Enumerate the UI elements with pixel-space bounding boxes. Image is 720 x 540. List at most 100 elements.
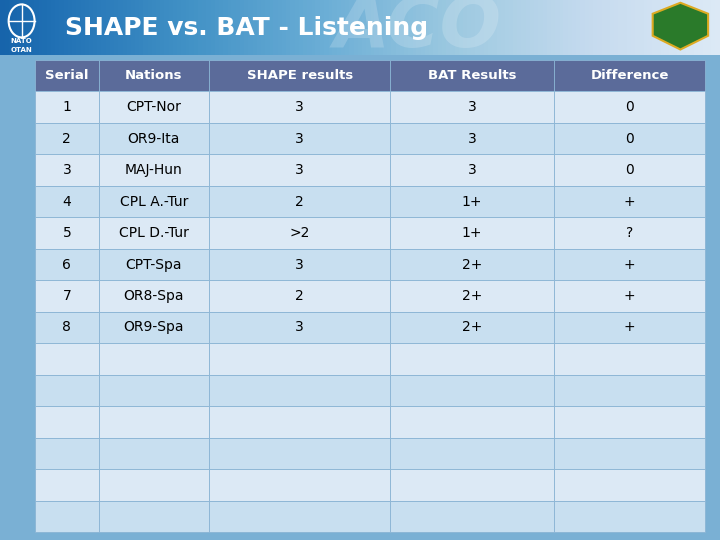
Bar bbox=[210, 217, 390, 249]
Text: Nations: Nations bbox=[125, 69, 183, 82]
Bar bbox=[99, 217, 210, 249]
Bar bbox=[35, 217, 99, 249]
Bar bbox=[35, 91, 99, 123]
Text: 3: 3 bbox=[295, 132, 304, 146]
Text: 4: 4 bbox=[63, 194, 71, 208]
Text: BAT Results: BAT Results bbox=[428, 69, 516, 82]
Text: 2+: 2+ bbox=[462, 320, 482, 334]
Text: 7: 7 bbox=[63, 289, 71, 303]
Text: 3: 3 bbox=[468, 163, 477, 177]
Text: 3: 3 bbox=[295, 258, 304, 272]
Polygon shape bbox=[652, 3, 708, 50]
Bar bbox=[99, 91, 210, 123]
Text: 3: 3 bbox=[468, 132, 477, 146]
Bar bbox=[554, 437, 705, 469]
Bar bbox=[35, 437, 99, 469]
Bar bbox=[35, 154, 99, 186]
Text: 0: 0 bbox=[625, 132, 634, 146]
Bar bbox=[210, 91, 390, 123]
Bar bbox=[35, 469, 99, 501]
Text: CPT-Spa: CPT-Spa bbox=[126, 258, 182, 272]
Bar bbox=[210, 280, 390, 312]
Bar bbox=[554, 312, 705, 343]
Bar bbox=[390, 186, 554, 217]
Bar bbox=[99, 437, 210, 469]
Bar bbox=[99, 60, 210, 91]
Bar bbox=[210, 375, 390, 406]
Bar bbox=[35, 501, 99, 532]
Text: MAJ-Hun: MAJ-Hun bbox=[125, 163, 183, 177]
Bar bbox=[390, 217, 554, 249]
Bar bbox=[99, 280, 210, 312]
Bar bbox=[390, 312, 554, 343]
Bar bbox=[390, 343, 554, 375]
Text: CPT-Nor: CPT-Nor bbox=[127, 100, 181, 114]
Bar bbox=[99, 375, 210, 406]
Bar bbox=[554, 60, 705, 91]
Bar bbox=[554, 217, 705, 249]
Text: +: + bbox=[624, 320, 636, 334]
Text: 6: 6 bbox=[63, 258, 71, 272]
Text: 2: 2 bbox=[295, 289, 304, 303]
Bar bbox=[210, 123, 390, 154]
Bar bbox=[554, 186, 705, 217]
Bar bbox=[210, 343, 390, 375]
Text: ?: ? bbox=[626, 226, 634, 240]
Bar bbox=[35, 375, 99, 406]
Text: OR9-Ita: OR9-Ita bbox=[127, 132, 180, 146]
Bar bbox=[99, 154, 210, 186]
Text: CPL A.-Tur: CPL A.-Tur bbox=[120, 194, 188, 208]
Bar bbox=[554, 154, 705, 186]
Bar bbox=[210, 501, 390, 532]
Text: NATO: NATO bbox=[11, 38, 32, 44]
Text: 3: 3 bbox=[295, 320, 304, 334]
Text: CPL D.-Tur: CPL D.-Tur bbox=[119, 226, 189, 240]
Text: +: + bbox=[624, 194, 636, 208]
Bar bbox=[210, 406, 390, 437]
Bar bbox=[554, 123, 705, 154]
Text: 5: 5 bbox=[63, 226, 71, 240]
Bar bbox=[35, 343, 99, 375]
Text: 8: 8 bbox=[63, 320, 71, 334]
Bar bbox=[390, 406, 554, 437]
Text: OR8-Spa: OR8-Spa bbox=[124, 289, 184, 303]
Text: 3: 3 bbox=[63, 163, 71, 177]
Bar bbox=[35, 280, 99, 312]
Text: 1: 1 bbox=[63, 100, 71, 114]
Text: Difference: Difference bbox=[590, 69, 669, 82]
Bar bbox=[554, 91, 705, 123]
Text: 2+: 2+ bbox=[462, 289, 482, 303]
Text: 3: 3 bbox=[295, 100, 304, 114]
Text: 0: 0 bbox=[625, 163, 634, 177]
Bar bbox=[210, 186, 390, 217]
Text: OTAN: OTAN bbox=[11, 46, 32, 52]
Bar bbox=[554, 469, 705, 501]
Bar bbox=[390, 501, 554, 532]
Bar bbox=[554, 501, 705, 532]
Text: 1+: 1+ bbox=[462, 226, 482, 240]
Bar bbox=[390, 249, 554, 280]
Bar bbox=[210, 437, 390, 469]
Text: 2: 2 bbox=[63, 132, 71, 146]
Text: 3: 3 bbox=[468, 100, 477, 114]
Bar bbox=[99, 186, 210, 217]
Bar bbox=[99, 312, 210, 343]
Bar bbox=[210, 60, 390, 91]
Bar bbox=[35, 186, 99, 217]
Text: OR9-Spa: OR9-Spa bbox=[124, 320, 184, 334]
Text: +: + bbox=[624, 289, 636, 303]
Text: ACO: ACO bbox=[333, 0, 502, 62]
Bar bbox=[554, 343, 705, 375]
Bar bbox=[35, 312, 99, 343]
Bar bbox=[99, 501, 210, 532]
Bar bbox=[554, 249, 705, 280]
Bar bbox=[35, 249, 99, 280]
Bar bbox=[210, 469, 390, 501]
Text: +: + bbox=[624, 258, 636, 272]
Bar bbox=[554, 280, 705, 312]
Text: 1+: 1+ bbox=[462, 194, 482, 208]
Bar bbox=[99, 343, 210, 375]
Bar bbox=[554, 375, 705, 406]
Bar bbox=[390, 375, 554, 406]
Bar bbox=[99, 123, 210, 154]
